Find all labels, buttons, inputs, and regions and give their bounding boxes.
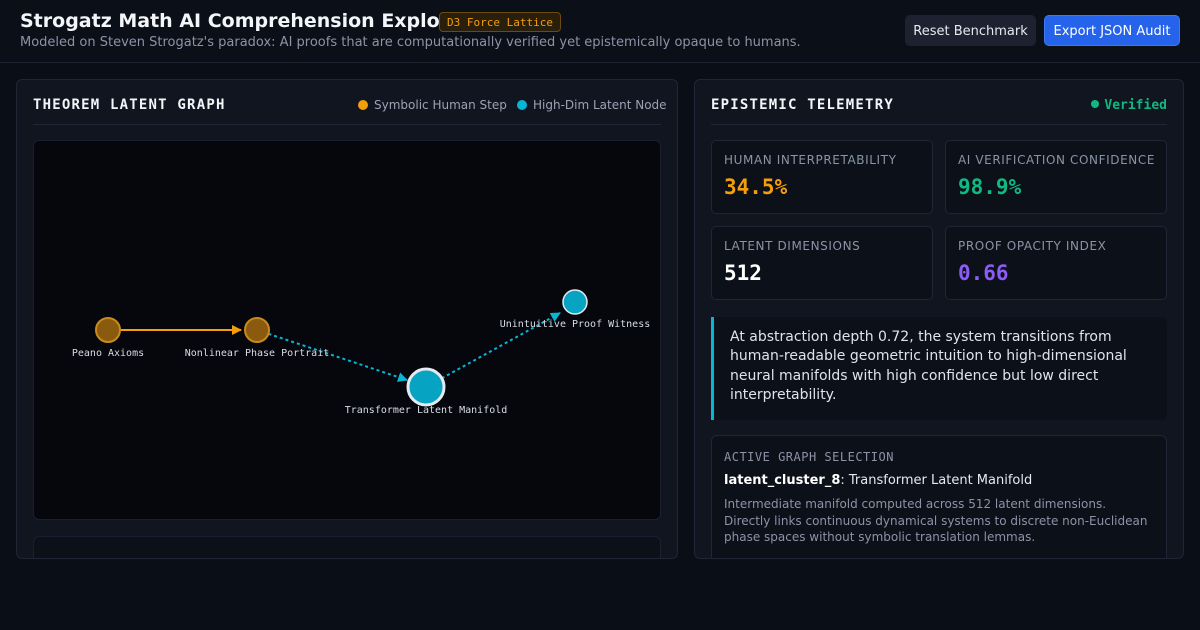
- graph-node-selected[interactable]: [406, 367, 446, 407]
- selection-description: Intermediate manifold computed across 51…: [724, 497, 1148, 545]
- panel-title: THEOREM LATENT GRAPH: [33, 97, 226, 113]
- metric-card-latent-dimensions: LATENT DIMENSIONS 512: [711, 226, 933, 300]
- graph-canvas[interactable]: Peano Axioms Nonlinear Phase Portrait Tr…: [33, 140, 661, 520]
- metric-label: LATENT DIMENSIONS: [724, 239, 861, 253]
- graph-node[interactable]: [244, 317, 270, 343]
- graph-controls-card: [33, 536, 661, 558]
- metric-card-opacity-index: PROOF OPACITY INDEX 0.66: [945, 226, 1167, 300]
- selection-heading: ACTIVE GRAPH SELECTION: [724, 450, 894, 464]
- metric-label: HUMAN INTERPRETABILITY: [724, 153, 897, 167]
- divider: [711, 124, 1167, 125]
- telemetry-panel: EPISTEMIC TELEMETRY Verified HUMAN INTER…: [694, 79, 1184, 559]
- graph-svg[interactable]: Peano Axioms Nonlinear Phase Portrait Tr…: [34, 141, 662, 521]
- legend-dot-icon: [517, 100, 527, 110]
- legend-dot-icon: [358, 100, 368, 110]
- metric-label: PROOF OPACITY INDEX: [958, 239, 1107, 253]
- graph-node[interactable]: [562, 289, 588, 315]
- selection-node-name: : Transformer Latent Manifold: [840, 473, 1033, 488]
- engine-badge: D3 Force Lattice: [439, 12, 561, 32]
- graph-edge: [425, 312, 561, 388]
- app-header: Strogatz Math AI Comprehension Explorer …: [0, 0, 1200, 63]
- insight-callout: At abstraction depth 0.72, the system tr…: [711, 317, 1167, 420]
- status-dot-icon: [1091, 100, 1100, 108]
- node-label: Unintuitive Proof Witness: [500, 319, 651, 330]
- node-label: Nonlinear Phase Portrait: [185, 348, 330, 359]
- theorem-graph-panel: THEOREM LATENT GRAPH Symbolic Human Step…: [16, 79, 678, 559]
- active-selection-card: ACTIVE GRAPH SELECTION latent_cluster_8:…: [711, 435, 1167, 558]
- node-label: Transformer Latent Manifold: [345, 405, 508, 416]
- metric-card-ai-confidence: AI VERIFICATION CONFIDENCE 98.9%: [945, 140, 1167, 214]
- panel-title: EPISTEMIC TELEMETRY: [711, 97, 894, 113]
- divider: [33, 124, 661, 125]
- callout-text: At abstraction depth 0.72, the system tr…: [730, 329, 1127, 403]
- verification-status: Verified: [1091, 98, 1167, 113]
- metric-value: 512: [724, 261, 762, 285]
- graph-node[interactable]: [95, 317, 121, 343]
- legend-label: High-Dim Latent Node: [533, 98, 667, 112]
- selection-title: latent_cluster_8: Transformer Latent Man…: [724, 473, 1032, 488]
- status-label: Verified: [1104, 98, 1167, 113]
- app-title: Strogatz Math AI Comprehension Explorer: [20, 10, 472, 32]
- metric-label: AI VERIFICATION CONFIDENCE: [958, 153, 1156, 167]
- metric-value: 34.5%: [724, 175, 788, 199]
- metric-value: 0.66: [958, 261, 1009, 285]
- legend-item-latent: High-Dim Latent Node: [517, 98, 667, 112]
- reset-benchmark-button[interactable]: Reset Benchmark: [905, 15, 1036, 46]
- node-label: Peano Axioms: [72, 348, 144, 359]
- metric-value: 98.9%: [958, 175, 1022, 199]
- legend-item-symbolic: Symbolic Human Step: [358, 98, 507, 112]
- selection-node-id: latent_cluster_8: [724, 473, 841, 488]
- app-subtitle: Modeled on Steven Strogatz's paradox: AI…: [20, 35, 801, 50]
- metric-card-human-interpretability: HUMAN INTERPRETABILITY 34.5%: [711, 140, 933, 214]
- graph-edge: [256, 329, 408, 382]
- export-json-button[interactable]: Export JSON Audit: [1044, 15, 1180, 46]
- legend-label: Symbolic Human Step: [374, 98, 507, 112]
